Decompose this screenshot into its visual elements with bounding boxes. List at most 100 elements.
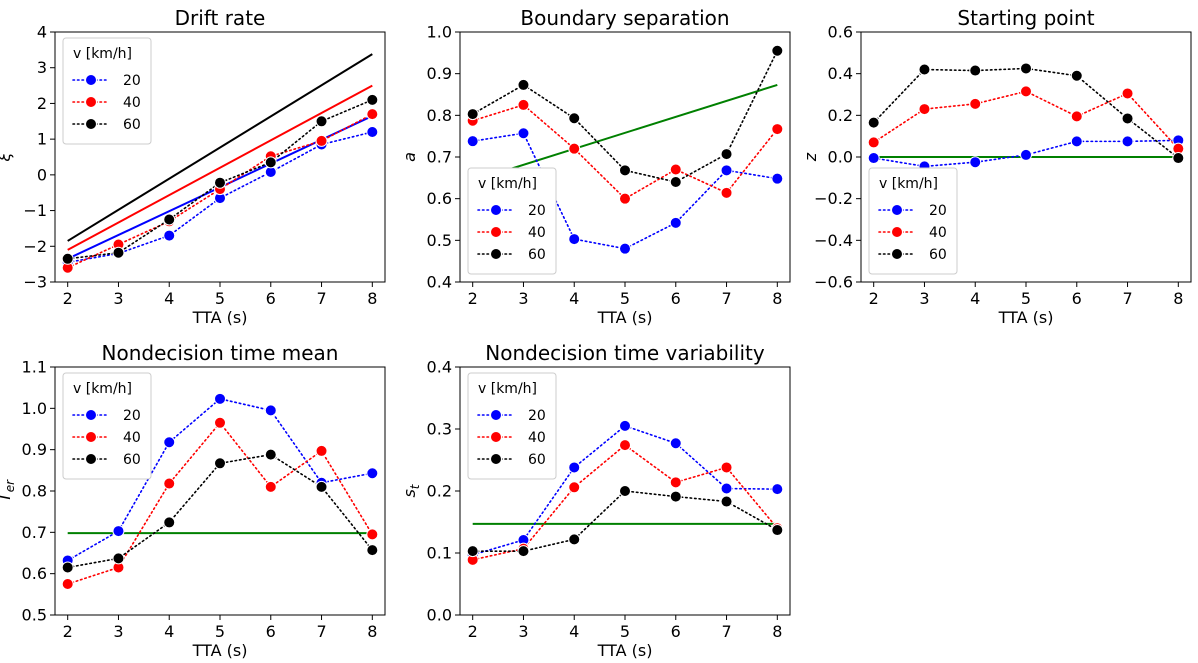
y-tick-label: 0.7 [22, 523, 47, 542]
legend-title: v [km/h] [73, 46, 132, 62]
data-point-60 [619, 485, 631, 497]
data-point-60 [669, 176, 682, 188]
y-axis-label: z [801, 152, 820, 162]
x-axis-label: TTA (s) [192, 308, 248, 327]
data-point-60 [867, 116, 880, 129]
x-axis-label: TTA (s) [597, 308, 653, 327]
y-tick-label: 1.0 [427, 23, 452, 42]
legend-swatch-marker [490, 409, 502, 421]
legend-entry-20: 20 [123, 73, 141, 89]
legend-entry-20: 20 [528, 203, 546, 219]
x-tick-label: 7 [721, 289, 731, 308]
data-point-40 [669, 163, 682, 176]
y-tick-label: 0.5 [22, 606, 47, 625]
x-tick-label: 3 [518, 289, 528, 308]
data-point-60 [112, 552, 125, 565]
legend-entry-60: 60 [123, 117, 141, 133]
data-point-60 [568, 112, 581, 125]
panel-title: Nondecision time variability [485, 341, 765, 365]
data-point-20 [771, 172, 784, 185]
data-point-40 [918, 103, 931, 116]
data-point-40 [771, 123, 784, 136]
data-point-60 [619, 164, 631, 177]
data-point-60 [669, 490, 682, 503]
y-axis-label: ξ [0, 151, 14, 162]
legend-box [467, 167, 557, 275]
y-axis-label: Ter [0, 479, 17, 502]
legend-swatch-marker [490, 453, 502, 465]
legend-entry-20: 20 [929, 203, 947, 219]
legend-entry-20: 20 [123, 408, 141, 424]
legend: v [km/h] 20 40 60 [868, 167, 958, 275]
legend-box [467, 372, 557, 480]
y-tick-label: 0.0 [427, 606, 452, 625]
data-point-60 [1172, 152, 1185, 165]
data-point-40 [568, 481, 581, 494]
legend-box [62, 37, 152, 145]
data-point-40 [1020, 85, 1032, 98]
y-tick-label: 0.8 [22, 482, 47, 501]
legend-title: v [km/h] [478, 381, 537, 397]
data-point-40 [264, 480, 277, 493]
data-point-40 [1070, 110, 1083, 123]
x-tick-label: 3 [113, 622, 123, 641]
legend-title: v [km/h] [73, 381, 132, 397]
x-tick-label: 8 [367, 289, 377, 308]
data-point-40 [214, 416, 226, 429]
y-tick-label: −1 [23, 201, 47, 220]
data-point-60 [61, 252, 74, 265]
data-point-60 [163, 213, 176, 226]
data-point-20 [517, 127, 530, 140]
legend-entry-40: 40 [528, 430, 546, 446]
data-point-60 [264, 156, 277, 169]
panel-5: Nondecision time variability 2 3 4 5 6 7 8 0.0 0.… [400, 341, 791, 660]
y-tick-label: 0.9 [427, 64, 452, 83]
legend-box [868, 167, 958, 275]
plot-area [867, 62, 1185, 173]
data-point-40 [366, 528, 379, 541]
y-tick-label: 0.4 [828, 64, 853, 83]
x-tick-label: 6 [266, 622, 276, 641]
data-point-60 [366, 93, 379, 106]
x-axis-label: TTA (s) [998, 308, 1054, 327]
legend: v [km/h] 20 40 60 [467, 167, 557, 275]
legend-swatch-marker [85, 96, 97, 108]
legend: v [km/h] 20 40 60 [467, 372, 557, 480]
legend-title: v [km/h] [879, 176, 938, 192]
model-line [67, 84, 373, 251]
y-tick-label: −0.4 [814, 231, 853, 250]
data-point-40 [969, 97, 982, 110]
x-tick-label: 7 [721, 622, 731, 641]
y-tick-label: 0.6 [427, 189, 452, 208]
x-tick-label: 3 [113, 289, 123, 308]
data-point-40 [517, 98, 530, 111]
x-tick-label: 4 [569, 622, 579, 641]
x-tick-label: 4 [970, 289, 980, 308]
legend-swatch-marker [490, 226, 502, 238]
data-point-20 [969, 156, 982, 169]
y-tick-label: 0.2 [427, 482, 452, 501]
y-tick-label: 2 [37, 94, 47, 113]
data-point-40 [366, 108, 379, 121]
x-tick-label: 5 [215, 289, 225, 308]
legend-swatch-marker [891, 248, 903, 260]
data-point-40 [867, 136, 880, 149]
legend-swatch-marker [891, 204, 903, 216]
data-point-20 [669, 216, 682, 229]
data-point-60 [918, 63, 931, 76]
panel-title: Nondecision time mean [102, 341, 339, 365]
legend-entry-60: 60 [123, 452, 141, 468]
data-point-20 [1121, 135, 1134, 148]
x-tick-label: 5 [620, 289, 630, 308]
plot-area [466, 44, 784, 255]
x-axis-label: TTA (s) [192, 641, 248, 660]
legend-entry-40: 40 [929, 225, 947, 241]
legend-swatch-marker [85, 409, 97, 421]
data-point-20 [619, 419, 631, 432]
y-tick-label: 4 [37, 23, 47, 42]
data-point-60 [1121, 112, 1134, 125]
data-point-60 [771, 44, 784, 57]
x-tick-label: 6 [266, 289, 276, 308]
y-tick-label: 1 [37, 130, 47, 149]
legend: v [km/h] 20 40 60 [62, 372, 152, 480]
